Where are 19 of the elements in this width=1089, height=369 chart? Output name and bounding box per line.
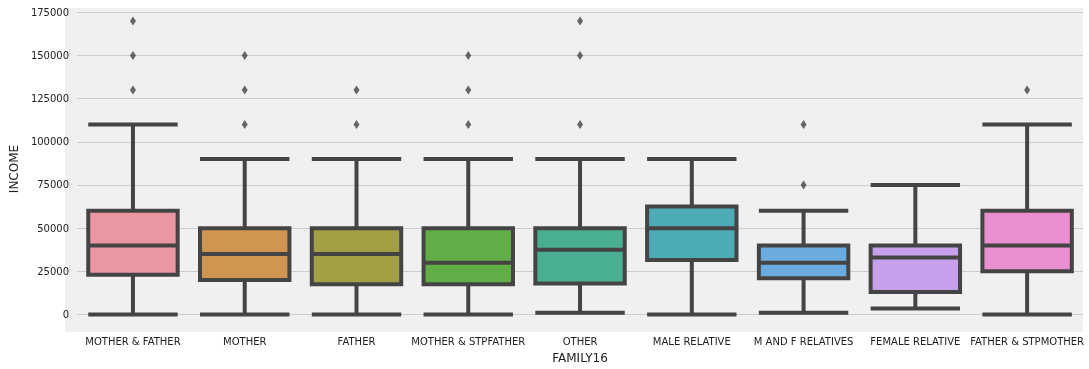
x-tick-label: FEMALE RELATIVE bbox=[870, 335, 961, 347]
x-tick-label: MOTHER bbox=[223, 335, 267, 347]
x-tick-label: MALE RELATIVE bbox=[652, 335, 731, 347]
y-tick-label: 25000 bbox=[37, 265, 70, 277]
x-tick-label: MOTHER & FATHER bbox=[85, 335, 181, 347]
y-tick-label: 50000 bbox=[37, 222, 70, 234]
y-tick-label: 75000 bbox=[37, 179, 70, 191]
x-tick-label: FATHER & STPMOTHER bbox=[970, 335, 1085, 347]
x-tick-label: M AND F RELATIVES bbox=[753, 335, 854, 347]
y-tick-label: 175000 bbox=[30, 6, 70, 18]
y-tick-label: 0 bbox=[62, 308, 70, 320]
x-axis-title: FAMILY16 bbox=[552, 351, 608, 365]
y-tick-label: 100000 bbox=[30, 136, 70, 148]
x-tick-label: OTHER bbox=[562, 335, 598, 347]
y-tick-label: 125000 bbox=[30, 93, 70, 105]
x-tick-label: MOTHER & STPFATHER bbox=[411, 335, 526, 347]
x-tick-label: FATHER bbox=[337, 335, 376, 347]
y-axis-title: INCOME bbox=[7, 144, 21, 194]
y-tick-label: 150000 bbox=[30, 49, 70, 61]
